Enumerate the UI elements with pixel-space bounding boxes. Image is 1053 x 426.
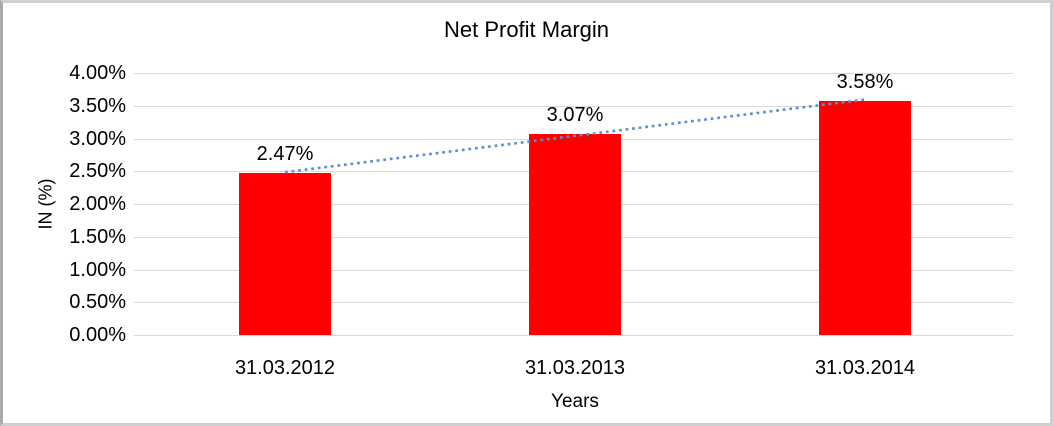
y-axis-tick-label: 1.50% [69, 225, 126, 248]
y-axis-tick-label: 2.50% [69, 160, 126, 183]
y-axis-tick-label: 0.50% [69, 291, 126, 314]
y-axis-tick-label: 2.00% [69, 193, 126, 215]
data-label: 2.47% [256, 143, 314, 166]
trendline [284, 98, 866, 174]
y-axis-tick-label: 4.00% [69, 62, 126, 84]
bar-31.03.2012 [239, 173, 331, 335]
y-axis-tick-label: 3.50% [69, 94, 126, 117]
gridline [134, 335, 1013, 336]
y-axis-tick-label: 0.00% [69, 324, 126, 346]
x-axis-category-label: 31.03.2013 [524, 357, 626, 379]
data-label: 3.58% [836, 70, 894, 93]
x-axis-category-label: 31.03.2012 [234, 357, 336, 379]
bar-31.03.2013 [529, 133, 621, 335]
y-axis-tick-label: 1.00% [69, 258, 126, 281]
x-axis-category-label: 31.03.2014 [814, 357, 916, 379]
gridline [134, 73, 1013, 74]
gridline [134, 105, 1013, 107]
data-label: 3.07% [546, 103, 604, 126]
x-axis-title: Years [551, 391, 599, 412]
bar-31.03.2014 [819, 100, 911, 335]
y-axis-tick-label: 3.00% [69, 127, 126, 150]
chart-title: Net Profit Margin [443, 17, 610, 42]
